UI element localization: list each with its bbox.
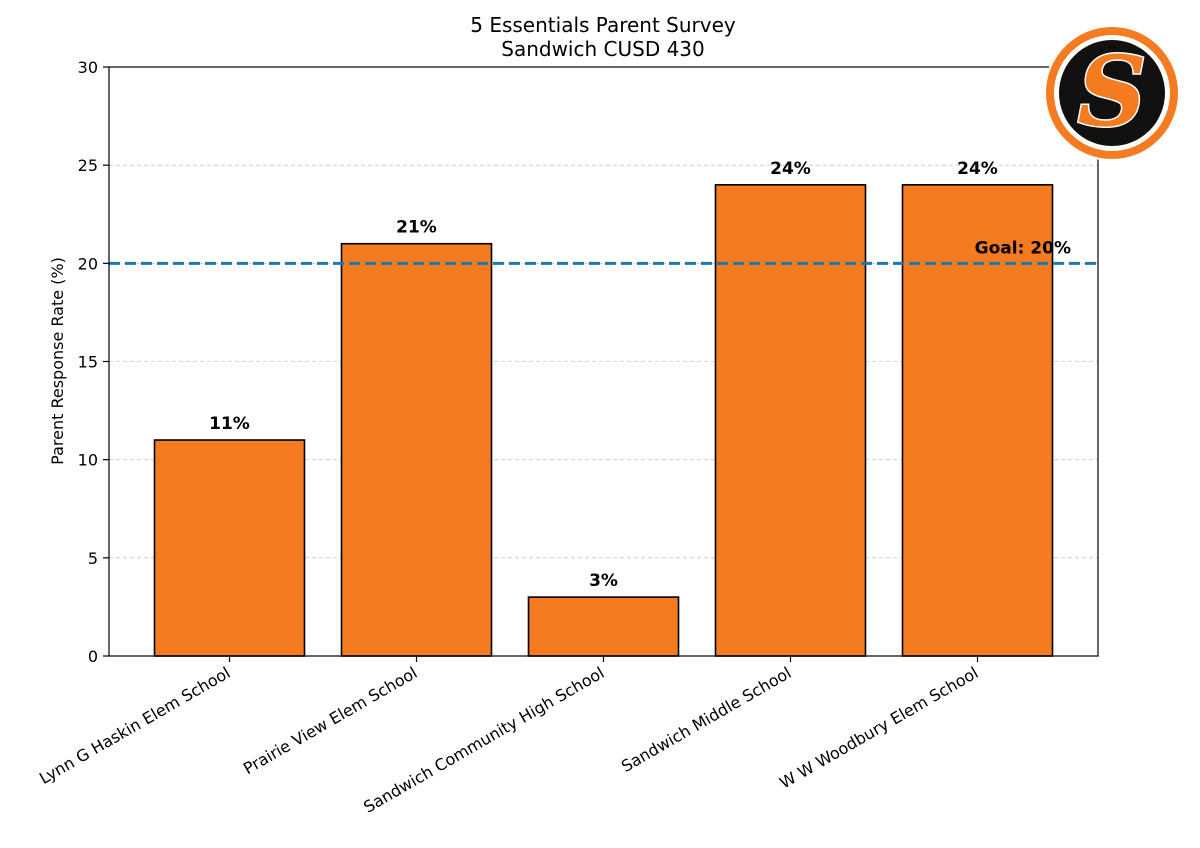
logo-letter-s: S (1077, 35, 1146, 148)
y-axis-ticks: 0 5 10 15 20 25 30 (78, 58, 109, 666)
bar-value-label-2: 3% (589, 571, 618, 591)
y-axis-label: Parent Response Rate (%) (48, 257, 67, 465)
y-tick-label-20: 20 (78, 254, 98, 273)
chart-subtitle: Sandwich CUSD 430 (501, 37, 705, 61)
bar-value-label-0: 11% (209, 414, 250, 434)
x-tick-label-0: Lynn G Haskin Elem School (36, 663, 233, 788)
bar-value-label-1: 21% (396, 218, 437, 238)
district-logo: S (1044, 25, 1180, 161)
logo-inner-circle (1059, 40, 1165, 146)
y-tick-label-15: 15 (78, 353, 98, 372)
bar-value-label-3: 24% (770, 159, 811, 179)
bar-2 (527, 596, 680, 657)
bar-1 (340, 242, 493, 657)
y-tick-label-30: 30 (78, 58, 98, 77)
bar-value-label-4: 24% (957, 159, 998, 179)
bars: 11% 21% 3% 24% 24% (153, 159, 1054, 657)
y-tick-label-10: 10 (78, 451, 98, 470)
bar-3 (714, 184, 867, 657)
y-tick-label-5: 5 (88, 549, 98, 568)
chart-title: 5 Essentials Parent Survey (470, 13, 736, 37)
x-tick-label-4: W W Woodbury Elem School (776, 663, 981, 792)
goal-label: Goal: 20% (975, 238, 1071, 258)
bar-0 (153, 439, 306, 657)
x-tick-label-1: Prairie View Elem School (240, 663, 420, 778)
x-tick-label-3: Sandwich Middle School (618, 663, 795, 776)
y-tick-label-25: 25 (78, 156, 98, 175)
y-tick-label-0: 0 (88, 647, 98, 666)
x-axis-ticks: Lynn G Haskin Elem School Prairie View El… (36, 656, 982, 817)
goal-line-group: Goal: 20% (109, 238, 1098, 265)
